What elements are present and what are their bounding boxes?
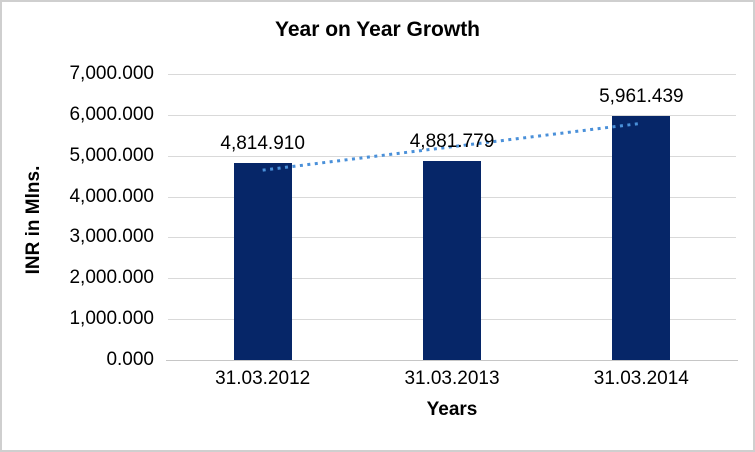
x-axis-title: Years (426, 399, 478, 420)
plot-area: 4,814.910 4,881.779 5,961.439 (166, 74, 738, 361)
y-axis-tick-labels: 0.000 1,000.000 2,000.000 3,000.000 4,000.00… (2, 63, 154, 370)
bar (423, 160, 481, 360)
x-axis-line (166, 360, 738, 361)
gridline (168, 74, 736, 75)
bar-value-label: 4,881.779 (409, 130, 495, 152)
bar (233, 163, 292, 360)
y-tick-label: 5,000.000 (69, 144, 154, 166)
y-tick-label: 0.000 (106, 349, 154, 370)
x-tick-label: 31.03.2014 (593, 368, 689, 389)
bar-value-label: 5,961.439 (599, 86, 684, 108)
x-tick-label: 31.03.2012 (215, 368, 311, 389)
y-tick-label: 6,000.000 (69, 103, 154, 125)
chart-title: Year on Year Growth (274, 18, 481, 41)
y-tick-label: 7,000.000 (69, 63, 154, 84)
x-axis-tick-labels: 31.03.2012 31.03.2013 31.03.2014 (2, 368, 753, 392)
gridline (168, 114, 736, 116)
y-tick-label: 1,000.000 (69, 308, 154, 330)
x-tick-label: 31.03.2013 (404, 368, 500, 389)
bar-value-label: 4,814.910 (220, 133, 305, 155)
y-tick-label: 2,000.000 (69, 267, 154, 289)
y-tick-label: 3,000.000 (69, 226, 154, 248)
y-tick-label: 4,000.000 (69, 185, 154, 207)
bar (612, 116, 671, 360)
